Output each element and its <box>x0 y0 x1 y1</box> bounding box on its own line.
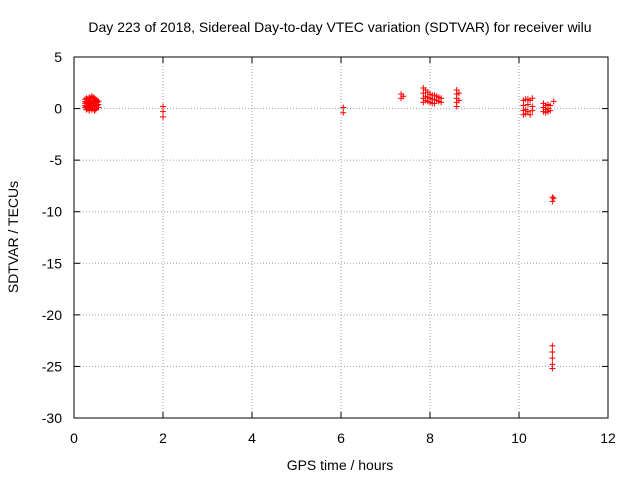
data-point <box>549 365 556 372</box>
data-point <box>455 97 462 104</box>
data-point <box>86 107 93 114</box>
data-point <box>524 101 531 108</box>
data-point <box>529 95 536 102</box>
data-point <box>547 107 554 114</box>
x-tick-label: 8 <box>426 430 434 446</box>
data-point <box>400 93 407 100</box>
x-tick-label: 0 <box>70 430 78 446</box>
data-point <box>160 103 166 110</box>
chart-title: Day 223 of 2018, Sidereal Day-to-day VTE… <box>88 19 591 35</box>
x-axis-label: GPS time / hours <box>287 457 394 473</box>
y-axis-label: SDTVAR / TECUs <box>5 181 21 293</box>
data-point <box>524 108 531 115</box>
y-tick-label: -20 <box>42 307 62 323</box>
y-tick-label: -25 <box>42 358 62 374</box>
y-tick-label: -15 <box>42 255 62 271</box>
data-point <box>547 102 554 109</box>
data-point <box>160 108 166 115</box>
y-tick-label: 5 <box>54 49 62 65</box>
data-point <box>520 102 527 109</box>
data-point <box>431 100 438 107</box>
data-point <box>83 106 90 113</box>
data-point <box>549 342 556 349</box>
y-tick-label: -10 <box>42 204 62 220</box>
data-point <box>340 104 347 111</box>
data-point <box>438 99 445 106</box>
data-point <box>95 104 102 111</box>
data-point <box>527 111 534 118</box>
data-points <box>82 84 557 372</box>
x-tick-label: 4 <box>248 430 256 446</box>
y-tick-label: 0 <box>54 101 62 117</box>
x-tick-label: 6 <box>337 430 345 446</box>
y-tick-label: -30 <box>42 410 62 426</box>
data-point <box>549 348 556 355</box>
x-tick-label: 10 <box>511 430 527 446</box>
axis-ticks: 0 2 4 6 8 10 12 5 0 -5 -10 -15 -20 -25 -30 <box>42 49 616 446</box>
data-point <box>549 355 556 362</box>
grid-lines <box>74 57 608 418</box>
x-tick-label: 12 <box>600 430 616 446</box>
data-point <box>453 103 460 110</box>
x-tick-label: 2 <box>159 430 167 446</box>
y-tick-label: -5 <box>50 152 63 168</box>
data-point <box>529 107 536 114</box>
data-point <box>550 195 557 202</box>
data-point <box>420 90 427 97</box>
data-point <box>550 98 557 105</box>
data-point <box>160 113 166 120</box>
data-point <box>549 198 556 205</box>
data-point <box>455 90 462 97</box>
data-point <box>340 109 347 116</box>
